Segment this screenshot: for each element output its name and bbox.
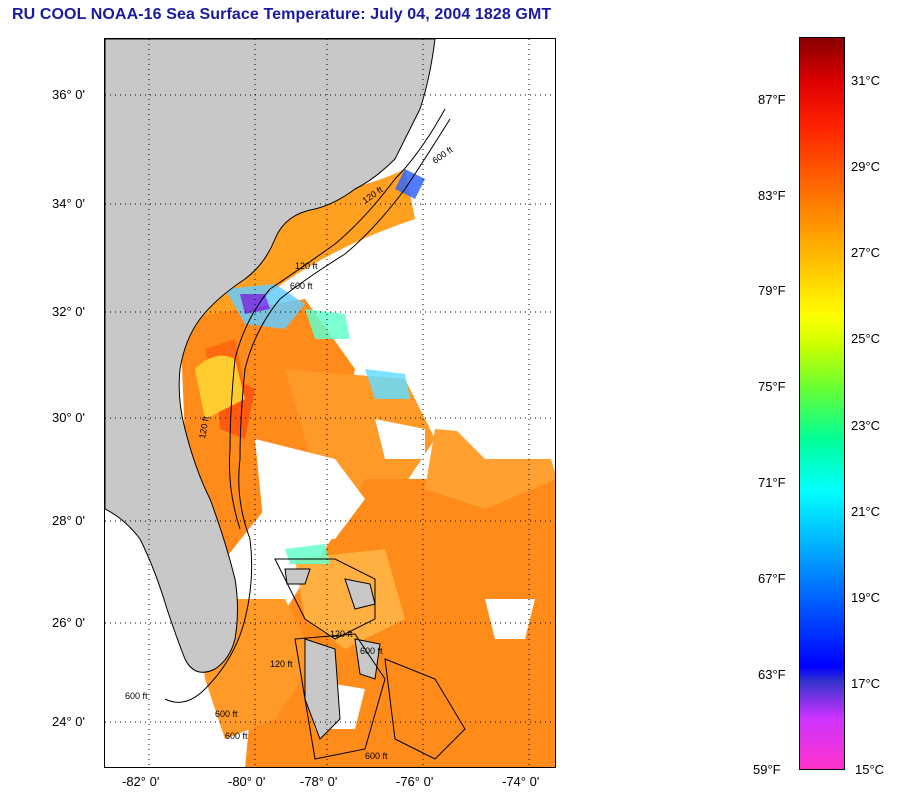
sst-map: 120 ft 600 ft 120 ft 600 ft 120 ft 600 f…	[104, 38, 556, 768]
colorbar-c-label: 27°C	[851, 245, 881, 260]
contour-label: 600 ft	[365, 751, 388, 761]
colorbar-f-label: 79°F	[758, 283, 786, 298]
bahamas-islands	[284, 568, 381, 740]
lon-label: -78° 0'	[300, 774, 338, 789]
contour-label: 600 ft	[290, 281, 313, 291]
contour-label: 120 ft	[330, 629, 353, 639]
contour-label: 120 ft	[197, 415, 211, 439]
colorbar-c-label: 17°C	[851, 676, 881, 691]
colorbar-c-label: 21°C	[851, 504, 881, 519]
colorbar-f-label: 75°F	[758, 379, 786, 394]
temperature-colorbar	[799, 37, 845, 770]
lon-label: -74° 0'	[502, 774, 540, 789]
contour-label: 600 ft	[225, 731, 248, 741]
contour-label: 600 ft	[125, 691, 148, 701]
colorbar-c-label: 15°C	[855, 762, 885, 777]
colorbar-c-label: 23°C	[851, 418, 881, 433]
contour-label: 600 ft	[215, 709, 238, 719]
lat-label: 26° 0'	[52, 615, 85, 630]
colorbar-c-label: 19°C	[851, 590, 881, 605]
lat-label: 34° 0'	[52, 196, 85, 211]
colorbar-c-label: 31°C	[851, 73, 881, 88]
colorbar-f-label: 71°F	[758, 475, 786, 490]
colorbar-f-label: 59°F	[753, 762, 781, 777]
colorbar-f-label: 67°F	[758, 571, 786, 586]
lat-label: 28° 0'	[52, 513, 85, 528]
lon-label: -80° 0'	[228, 774, 266, 789]
sst-map-graphic: 120 ft 600 ft 120 ft 600 ft 120 ft 600 f…	[105, 39, 555, 767]
contour-label: 600 ft	[360, 646, 383, 656]
colorbar-f-label: 83°F	[758, 188, 786, 203]
colorbar-c-label: 25°C	[851, 331, 881, 346]
depth-contours	[164, 108, 466, 760]
lat-label: 32° 0'	[52, 304, 85, 319]
map-title: RU COOL NOAA-16 Sea Surface Temperature:…	[12, 6, 552, 23]
contour-label: 120 ft	[270, 659, 293, 669]
lat-label: 30° 0'	[52, 410, 85, 425]
lat-label: 24° 0'	[52, 714, 85, 729]
lat-lon-grid	[105, 39, 555, 767]
lon-label: -82° 0'	[122, 774, 160, 789]
colorbar-f-label: 87°F	[758, 92, 786, 107]
lat-label: 36° 0'	[52, 87, 85, 102]
lon-label: -76° 0'	[396, 774, 434, 789]
land-mass	[105, 39, 436, 673]
colorbar-c-label: 29°C	[851, 159, 881, 174]
contour-label: 120 ft	[295, 261, 318, 271]
colorbar-f-label: 63°F	[758, 667, 786, 682]
